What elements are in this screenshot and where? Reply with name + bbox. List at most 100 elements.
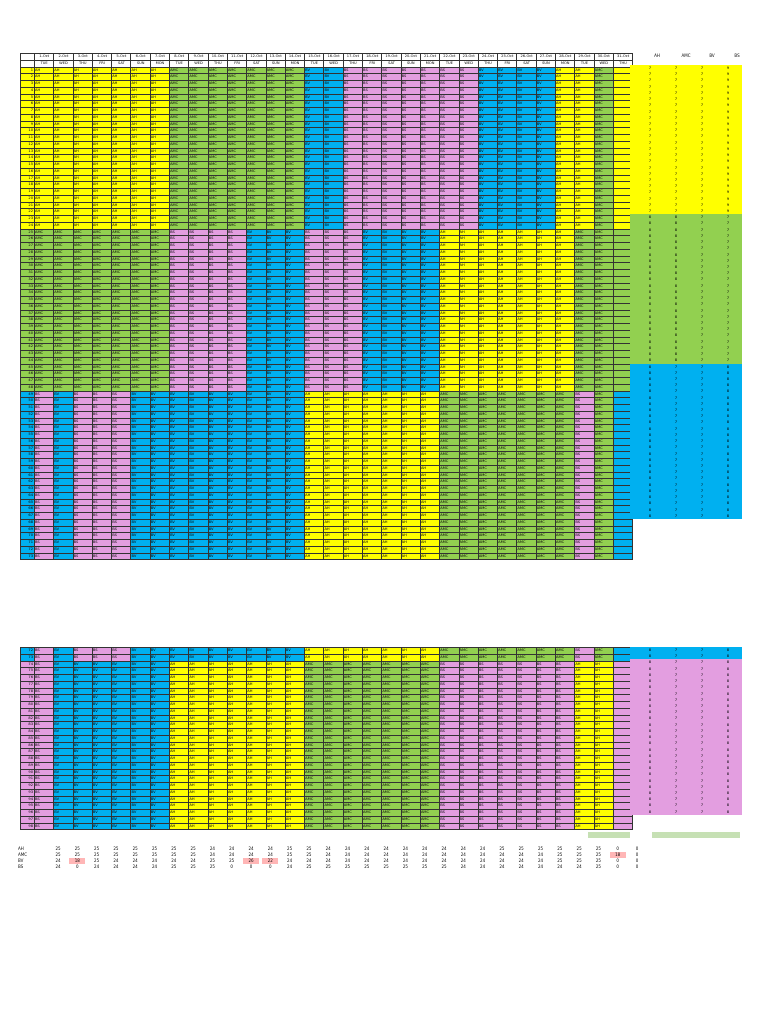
shift-cell[interactable]: BS: [207, 336, 228, 345]
shift-cell[interactable]: BS: [516, 660, 537, 669]
shift-cell[interactable]: AH: [91, 73, 113, 81]
shift-cell[interactable]: BV: [130, 410, 151, 419]
shift-cell[interactable]: BV: [516, 134, 537, 142]
shift-cell[interactable]: AMC: [207, 93, 228, 102]
shift-cell[interactable]: AH: [574, 73, 595, 81]
shift-cell[interactable]: AH: [33, 140, 55, 149]
shift-cell[interactable]: BS: [458, 734, 479, 743]
shift-cell[interactable]: BV: [207, 417, 228, 426]
shift-cell[interactable]: AH: [477, 282, 499, 291]
shift-cell[interactable]: AH: [574, 100, 595, 108]
shift-cell[interactable]: BV: [91, 680, 113, 689]
shift-cell[interactable]: AMC: [111, 323, 132, 331]
shift-cell[interactable]: BS: [72, 478, 93, 486]
shift-cell[interactable]: AMC: [400, 815, 421, 824]
shift-cell[interactable]: BV: [91, 775, 113, 783]
shift-cell[interactable]: AMC: [149, 296, 171, 304]
shift-cell[interactable]: BS: [72, 539, 93, 547]
shift-cell[interactable]: BS: [458, 721, 479, 729]
shift-cell[interactable]: BS: [477, 701, 499, 709]
shift-cell[interactable]: AH: [439, 235, 460, 243]
shift-cell[interactable]: AMC: [497, 545, 518, 554]
shift-cell[interactable]: BS: [169, 350, 190, 358]
shift-cell[interactable]: BV: [516, 127, 537, 135]
shift-cell[interactable]: BS: [188, 336, 209, 345]
shift-cell[interactable]: BS: [574, 431, 595, 439]
shift-cell[interactable]: BV: [130, 802, 151, 810]
shift-cell[interactable]: AH: [593, 761, 614, 770]
shift-cell[interactable]: BS: [188, 329, 209, 338]
shift-cell[interactable]: AMC: [400, 714, 421, 723]
shift-cell[interactable]: AMC: [111, 255, 132, 264]
shift-cell[interactable]: AH: [477, 323, 499, 331]
shift-cell[interactable]: AMC: [400, 775, 421, 783]
shift-cell[interactable]: AH: [72, 194, 93, 203]
shift-cell[interactable]: AH: [342, 647, 364, 655]
shift-cell[interactable]: AMC: [284, 80, 306, 88]
shift-cell[interactable]: BV: [477, 167, 499, 176]
shift-cell[interactable]: BV: [72, 694, 93, 702]
shift-cell[interactable]: AH: [304, 653, 325, 662]
shift-cell[interactable]: BV: [188, 491, 209, 500]
shift-cell[interactable]: AMC: [91, 255, 113, 264]
shift-cell[interactable]: AMC: [226, 100, 248, 108]
shift-cell[interactable]: BS: [439, 687, 460, 696]
shift-cell[interactable]: BS: [169, 323, 190, 331]
shift-cell[interactable]: BS: [33, 748, 55, 756]
shift-cell[interactable]: AMC: [555, 471, 576, 480]
shift-cell[interactable]: BS: [439, 721, 460, 729]
shift-cell[interactable]: AH: [439, 329, 460, 338]
shift-cell[interactable]: AH: [323, 647, 344, 655]
shift-cell[interactable]: AMC: [458, 518, 479, 527]
shift-cell[interactable]: BV: [516, 201, 537, 210]
shift-cell[interactable]: AMC: [53, 242, 74, 250]
shift-cell[interactable]: BV: [246, 390, 267, 399]
shift-cell[interactable]: BV: [53, 775, 74, 783]
shift-cell[interactable]: AMC: [72, 363, 93, 372]
shift-cell[interactable]: BS: [342, 302, 364, 311]
shift-cell[interactable]: AH: [458, 370, 479, 378]
shift-cell[interactable]: AMC: [130, 302, 151, 311]
shift-cell[interactable]: AH: [72, 188, 93, 196]
shift-cell[interactable]: AH: [265, 714, 286, 723]
shift-cell[interactable]: BV: [169, 478, 190, 486]
shift-cell[interactable]: BS: [477, 768, 499, 777]
shift-cell[interactable]: AH: [207, 809, 228, 817]
shift-cell-empty[interactable]: [612, 822, 634, 831]
shift-cell[interactable]: AMC: [53, 309, 74, 318]
shift-cell[interactable]: AH: [593, 788, 614, 797]
shift-cell[interactable]: AMC: [574, 269, 595, 277]
shift-cell[interactable]: AH: [477, 309, 499, 318]
shift-cell[interactable]: BV: [284, 329, 306, 338]
shift-cell[interactable]: AMC: [188, 194, 209, 203]
shift-cell[interactable]: AH: [574, 113, 595, 122]
shift-cell[interactable]: BV: [169, 518, 190, 527]
shift-cell[interactable]: AH: [53, 215, 74, 223]
shift-cell[interactable]: AMC: [555, 390, 576, 399]
shift-cell[interactable]: BS: [226, 296, 248, 304]
shift-cell[interactable]: BS: [362, 167, 383, 176]
shift-cell[interactable]: BV: [207, 545, 228, 554]
shift-cell[interactable]: BS: [304, 235, 325, 243]
shift-cell[interactable]: AMC: [535, 410, 557, 419]
shift-cell[interactable]: BV: [149, 512, 171, 520]
shift-cell[interactable]: BV: [323, 73, 344, 81]
shift-cell[interactable]: AH: [362, 552, 383, 561]
shift-cell[interactable]: BS: [439, 741, 460, 750]
shift-cell[interactable]: AH: [149, 221, 171, 230]
shift-cell[interactable]: BV: [130, 525, 151, 534]
shift-cell[interactable]: BV: [265, 424, 286, 432]
shift-cell[interactable]: BS: [458, 741, 479, 750]
shift-cell[interactable]: BV: [72, 788, 93, 797]
shift-cell[interactable]: AH: [574, 127, 595, 135]
shift-cell[interactable]: BS: [72, 417, 93, 426]
shift-cell[interactable]: AMC: [265, 80, 286, 88]
shift-cell[interactable]: AMC: [439, 512, 460, 520]
shift-cell[interactable]: AH: [226, 674, 248, 682]
shift-cell[interactable]: AMC: [381, 687, 402, 696]
shift-cell[interactable]: BV: [362, 370, 383, 378]
shift-cell[interactable]: AMC: [188, 107, 209, 115]
shift-cell[interactable]: AH: [207, 728, 228, 736]
shift-cell[interactable]: BV: [265, 370, 286, 378]
shift-cell[interactable]: AH: [477, 248, 499, 257]
